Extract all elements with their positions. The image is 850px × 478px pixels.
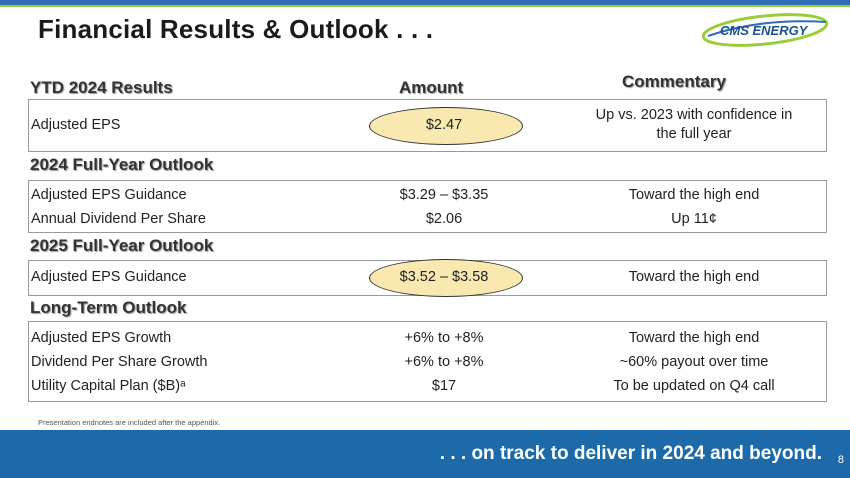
section-heading-2024: 2024 Full-Year Outlook <box>30 155 214 174</box>
amount-value: $17 <box>431 378 457 394</box>
metric-label: Adjusted EPS Growth <box>31 330 172 346</box>
amount-value: +6% to +8% <box>404 354 484 370</box>
cms-energy-logo: CMS ENERGY <box>700 12 830 48</box>
fy2025-box: Adjusted EPS Guidance $3.52 – $3.58 Towa… <box>28 259 827 297</box>
footer-tagline: . . . on track to deliver in 2024 and be… <box>439 443 822 464</box>
commentary-text: ~60% payout over time <box>619 354 769 370</box>
header-ytd-results: YTD 2024 Results <box>30 78 173 97</box>
commentary-text: Toward the high end <box>628 187 760 203</box>
svg-text:CMS ENERGY: CMS ENERGY <box>720 23 809 38</box>
commentary-text: Toward the high end <box>628 330 760 346</box>
metric-label: Adjusted EPS Guidance <box>31 269 187 285</box>
section-heading-2025: 2025 Full-Year Outlook <box>30 236 214 255</box>
highlight-oval-ytd <box>369 107 523 145</box>
metric-label: Annual Dividend Per Share <box>31 211 206 227</box>
slide-title: Financial Results & Outlook . . . <box>38 14 434 44</box>
fy2024-box: Adjusted EPS Guidance $3.29 – $3.35 Towa… <box>28 180 827 233</box>
ytd-results-box: Adjusted EPS $2.47 Up vs. 2023 with conf… <box>28 99 827 152</box>
header-amount: Amount <box>399 78 464 97</box>
commentary-text: To be updated on Q4 call <box>613 378 775 394</box>
metric-label: Dividend Per Share Growth <box>31 354 208 370</box>
header-commentary: Commentary <box>622 72 726 91</box>
amount-value: $3.29 – $3.35 <box>399 187 489 203</box>
commentary-line: the full year <box>656 126 732 142</box>
metric-label: Adjusted EPS Guidance <box>31 187 187 203</box>
top-accent-stripe <box>0 5 850 7</box>
amount-value: $2.06 <box>425 211 463 227</box>
endnote-text: Presentation endnotes are included after… <box>38 418 221 427</box>
metric-label: Adjusted EPS <box>31 117 121 133</box>
commentary-line: Up vs. 2023 with confidence in <box>595 107 793 123</box>
highlight-oval-2025 <box>369 259 523 297</box>
top-accent-bar <box>0 0 850 5</box>
commentary-text: Toward the high end <box>628 269 760 285</box>
footer-bar <box>0 430 850 478</box>
page-number: 8 <box>837 454 844 466</box>
amount-value: +6% to +8% <box>404 330 484 346</box>
metric-label: Utility Capital Plan ($B)ᵃ <box>31 378 186 394</box>
amount-value: $3.52 – $3.58 <box>399 269 489 285</box>
commentary-text: Up 11¢ <box>671 211 717 227</box>
amount-value: $2.47 <box>425 117 463 133</box>
section-heading-long-term: Long-Term Outlook <box>30 298 187 317</box>
long-term-box: Adjusted EPS Growth +6% to +8% Toward th… <box>28 321 827 402</box>
